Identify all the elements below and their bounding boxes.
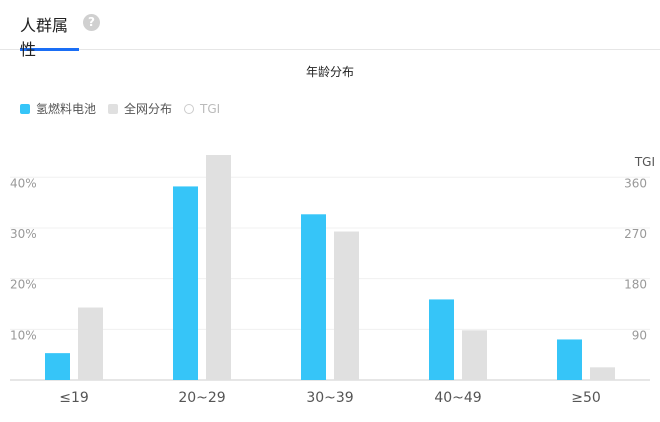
tab-crowd-attributes[interactable]: 人群属性: [20, 12, 79, 59]
y-tick-label: 20%: [10, 278, 37, 292]
bar-series1: [301, 214, 326, 380]
bar-series2: [78, 307, 103, 380]
legend-label: TGI: [200, 101, 221, 116]
legend-swatch: [108, 103, 119, 114]
legend-label: 全网分布: [124, 102, 173, 116]
legend-label: 氢燃料电池: [36, 102, 97, 116]
y2-tick-label: 180: [624, 278, 647, 292]
legend-item-series2[interactable]: 全网分布: [108, 100, 172, 117]
y-tick-label: 10%: [10, 328, 37, 342]
bar-series2: [334, 231, 359, 380]
x-tick-label: ≤19: [59, 390, 89, 406]
legend-item-series1[interactable]: 氢燃料电池: [20, 100, 96, 117]
tab-bar: 人群属性 ?: [0, 0, 660, 59]
y2-axis-title: TGI: [634, 155, 655, 169]
question-circle-icon[interactable]: ?: [83, 14, 100, 31]
circle-icon: [184, 103, 195, 114]
bar-series1: [45, 353, 70, 380]
x-tick-label: ≥50: [571, 390, 601, 406]
bar-series2: [206, 155, 231, 380]
bar-series2: [590, 367, 615, 380]
y2-tick-label: 270: [624, 227, 647, 241]
y-tick-label: 40%: [10, 176, 37, 190]
y-tick-label: 30%: [10, 227, 37, 241]
bar-series1: [173, 186, 198, 380]
legend-item-tgi[interactable]: TGI: [184, 102, 220, 116]
legend-swatch: [20, 103, 30, 114]
x-tick-label: 20~29: [178, 390, 225, 406]
y2-tick-label: 90: [632, 328, 647, 342]
bar-series1: [557, 339, 582, 380]
legend: 氢燃料电池 全网分布 TGI: [20, 100, 232, 117]
x-tick-label: 40~49: [434, 390, 481, 406]
x-tick-label: 30~39: [306, 390, 353, 406]
chart-title: 年龄分布: [305, 65, 354, 79]
bar-series1: [429, 299, 454, 380]
bar-series2: [462, 330, 487, 380]
y2-tick-label: 360: [624, 176, 647, 190]
